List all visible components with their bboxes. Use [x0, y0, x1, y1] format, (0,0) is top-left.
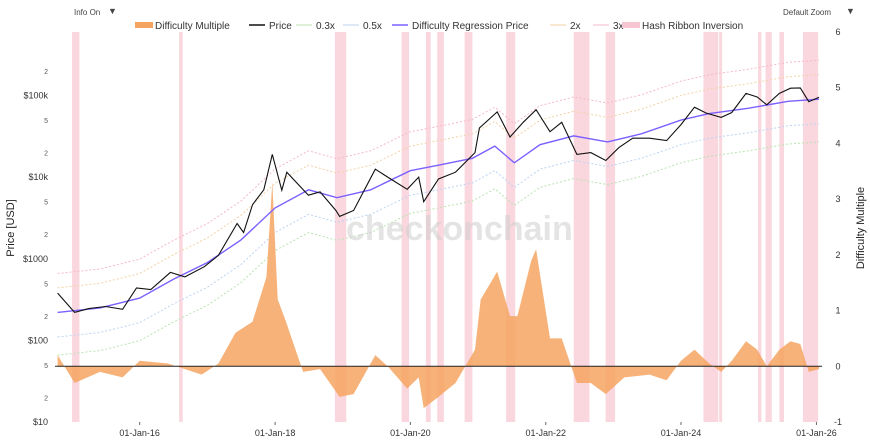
band-b05 — [57, 123, 820, 338]
price-tick-label: $100 — [28, 335, 48, 345]
band-b03 — [57, 141, 820, 356]
hash-ribbon-band — [425, 32, 431, 422]
date-axis: 01-Jan-16 01-Jan-18 01-Jan-20 01-Jan-22 01-J… — [119, 422, 837, 438]
price-minor-tick-label: 5 — [44, 200, 48, 207]
date-tick-label: 01-Jan-26 — [796, 428, 837, 438]
hash-ribbon-band — [719, 32, 723, 422]
difficulty-axis: -1 0 1 2 3 4 5 6 — [834, 27, 842, 427]
zoom-toggle[interactable]: Default Zoom — [783, 8, 831, 17]
hash-ribbon-band — [72, 32, 80, 422]
difficulty-tick-label: 3 — [835, 194, 840, 204]
legend-label-b2: 2x — [570, 21, 581, 32]
price-minor-tick-label: 5 — [44, 281, 48, 288]
price-tick-label: $10k — [28, 172, 48, 182]
hash-ribbon-band — [464, 32, 473, 422]
hash-ribbon-inversions — [72, 32, 819, 422]
legend-label-dm: Difficulty Multiple — [155, 21, 230, 32]
info-caret-icon[interactable]: ▼ — [108, 6, 117, 16]
legend-swatch-dm — [135, 22, 153, 28]
date-tick-label: 01-Jan-18 — [255, 428, 296, 438]
hash-ribbon-band — [802, 32, 819, 422]
band-b2 — [57, 74, 820, 289]
hash-ribbon-band — [779, 32, 785, 422]
price-path — [57, 87, 820, 314]
date-tick-label: 01-Jan-20 — [390, 428, 431, 438]
price-minor-tick-label: 5 — [44, 118, 48, 125]
price-minor-tick-label: 2 — [44, 232, 48, 239]
price-tick-label: $100k — [23, 91, 48, 101]
hash-ribbon-band — [573, 32, 590, 422]
hash-ribbon-band — [401, 32, 410, 422]
hash-ribbon-band — [765, 32, 772, 422]
hash-ribbon-band — [334, 32, 347, 422]
date-tick-label: 01-Jan-16 — [119, 428, 160, 438]
legend-label-b05: 0.5x — [363, 21, 382, 32]
difficulty-tick-label: -1 — [834, 417, 842, 427]
hash-ribbon-band — [605, 32, 616, 422]
y-left-title: Price [USD] — [5, 199, 17, 256]
legend-label-ribbon: Hash Ribbon Inversion — [642, 21, 743, 32]
legend-label-price: Price — [269, 21, 292, 32]
price-minor-tick-label: 5 — [44, 363, 48, 370]
difficulty-tick-label: 0 — [835, 361, 840, 371]
price-line — [57, 87, 820, 314]
zoom-toggle-label: Default Zoom — [783, 8, 832, 17]
date-tick-label: 01-Jan-22 — [526, 428, 567, 438]
price-axis: $10 $100 $1000 $10k $100k 2 5 2 5 2 5 2 5 2 — [23, 69, 49, 427]
hash-ribbon-band — [179, 32, 183, 422]
regression-bands — [57, 59, 820, 356]
price-minor-tick-label: 2 — [44, 314, 48, 321]
hash-ribbon-band — [703, 32, 719, 422]
difficulty-tick-label: 5 — [835, 83, 840, 93]
price-tick-label: $10 — [33, 417, 48, 427]
y-right-title: Difficulty Multiple — [855, 187, 867, 269]
hash-ribbon-band — [437, 32, 444, 422]
difficulty-tick-label: 2 — [835, 250, 840, 260]
price-minor-tick-label: 2 — [44, 151, 48, 158]
watermark: checkonchain — [346, 210, 573, 248]
zoom-caret-icon[interactable]: ▼ — [846, 6, 855, 16]
difficulty-multiple-fill — [57, 182, 820, 409]
info-toggle-label: Info On — [74, 8, 101, 17]
difficulty-multiple-area — [57, 182, 820, 409]
legend-label-b3: 3x — [613, 21, 624, 32]
info-toggle[interactable]: Info On — [74, 8, 100, 17]
price-minor-tick-label: 2 — [44, 69, 48, 76]
difficulty-tick-label: 6 — [835, 27, 840, 37]
legend-label-reg: Difficulty Regression Price — [412, 21, 529, 32]
legend-label-b03: 0.3x — [316, 21, 335, 32]
band-b3 — [57, 59, 820, 274]
price-minor-tick-label: 2 — [44, 395, 48, 402]
hash-ribbon-band — [758, 32, 762, 422]
legend-swatch-ribbon — [622, 22, 640, 28]
price-tick-label: $1000 — [23, 254, 48, 264]
date-tick-label: 01-Jan-24 — [661, 428, 702, 438]
difficulty-tick-label: 1 — [835, 306, 840, 316]
difficulty-tick-label: 4 — [835, 138, 840, 148]
hash-ribbon-band — [506, 32, 516, 422]
legend: Difficulty Multiple Price 0.3x 0.5x Difficul… — [135, 21, 743, 32]
